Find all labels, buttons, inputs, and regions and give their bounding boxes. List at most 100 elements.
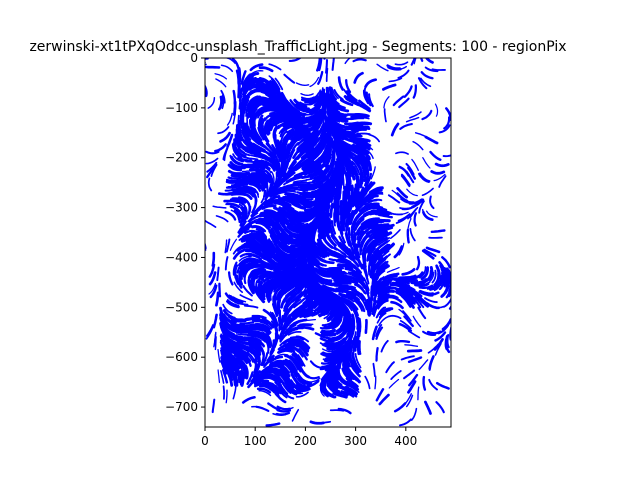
streamline (284, 221, 298, 231)
streamline (207, 97, 216, 109)
streamline (232, 324, 249, 329)
streamline (232, 182, 249, 188)
streamline (404, 344, 419, 347)
streamline (249, 190, 258, 203)
streamline (379, 289, 393, 296)
streamline (269, 360, 284, 366)
streamline (371, 272, 376, 287)
streamline (328, 136, 331, 151)
streamline (208, 271, 217, 286)
streamline (229, 200, 244, 206)
y-tick-label: 0 (190, 51, 198, 65)
streamline (303, 311, 318, 319)
streamline (289, 265, 302, 276)
streamline (333, 373, 343, 387)
streamline (277, 363, 291, 374)
streamline (280, 232, 294, 244)
streamline (221, 95, 225, 110)
streamline (378, 281, 392, 290)
streamline (283, 73, 296, 84)
streamline (265, 92, 279, 104)
streamline (336, 215, 341, 231)
streamline (228, 294, 242, 303)
streamline (232, 153, 245, 163)
streamline (415, 255, 421, 271)
streamline (229, 356, 241, 370)
streamline (350, 186, 354, 202)
streamline (237, 82, 241, 99)
streamline (283, 317, 295, 331)
streamline (412, 140, 424, 151)
streamline (346, 276, 361, 283)
streamline (345, 97, 360, 107)
streamline (342, 318, 350, 333)
streamline (339, 241, 350, 254)
streamline (290, 356, 301, 370)
streamline (337, 263, 353, 269)
streamline (337, 244, 350, 256)
streamline (209, 284, 218, 299)
streamline (310, 105, 322, 116)
streamline (331, 58, 335, 71)
streamline (252, 247, 265, 257)
streamline (205, 157, 219, 165)
streamline (282, 190, 297, 193)
streamline (407, 218, 412, 232)
streamline (230, 192, 247, 196)
streamline (290, 141, 300, 155)
streamline (213, 333, 217, 348)
streamline (291, 131, 306, 141)
streamline (307, 156, 322, 168)
streamline (275, 158, 282, 174)
streamline (428, 279, 441, 291)
streamline (288, 175, 303, 183)
streamline (275, 252, 290, 263)
streamline (266, 348, 275, 362)
streamline (398, 276, 413, 279)
streamline (267, 284, 274, 298)
streamline (205, 84, 208, 98)
streamline (256, 146, 271, 156)
streamline (396, 187, 409, 199)
streamline (407, 329, 421, 339)
streamline (322, 177, 333, 191)
streamline (371, 206, 388, 212)
streamline (260, 131, 270, 145)
streamline (254, 107, 265, 120)
streamline (208, 282, 217, 295)
streamline (231, 350, 244, 361)
streamline (333, 194, 338, 210)
streamline (322, 355, 337, 361)
streamline (310, 288, 316, 303)
streamline (314, 285, 318, 301)
streamline (260, 321, 273, 330)
streamline (313, 211, 323, 225)
streamline (388, 378, 400, 389)
streamline (321, 128, 327, 144)
streamline (356, 143, 371, 151)
streamline (313, 143, 324, 156)
streamline (212, 313, 218, 329)
streamline (345, 215, 351, 231)
streamline (261, 177, 269, 191)
streamline (295, 103, 310, 111)
streamline (362, 181, 373, 195)
streamline (299, 311, 314, 319)
streamline (242, 285, 253, 297)
streamline (291, 363, 300, 377)
streamline (258, 154, 273, 164)
streamline (224, 334, 238, 345)
streamline (405, 292, 416, 305)
streamline (243, 261, 259, 269)
streamline (342, 361, 348, 376)
streamline (331, 114, 345, 123)
streamline (345, 380, 360, 391)
streamline (242, 122, 251, 138)
streamline (382, 273, 398, 281)
streamline (316, 213, 324, 229)
streamline (421, 266, 429, 280)
streamline (221, 368, 229, 384)
streamline (347, 139, 363, 145)
streamline (279, 337, 293, 347)
streamline (376, 312, 387, 324)
